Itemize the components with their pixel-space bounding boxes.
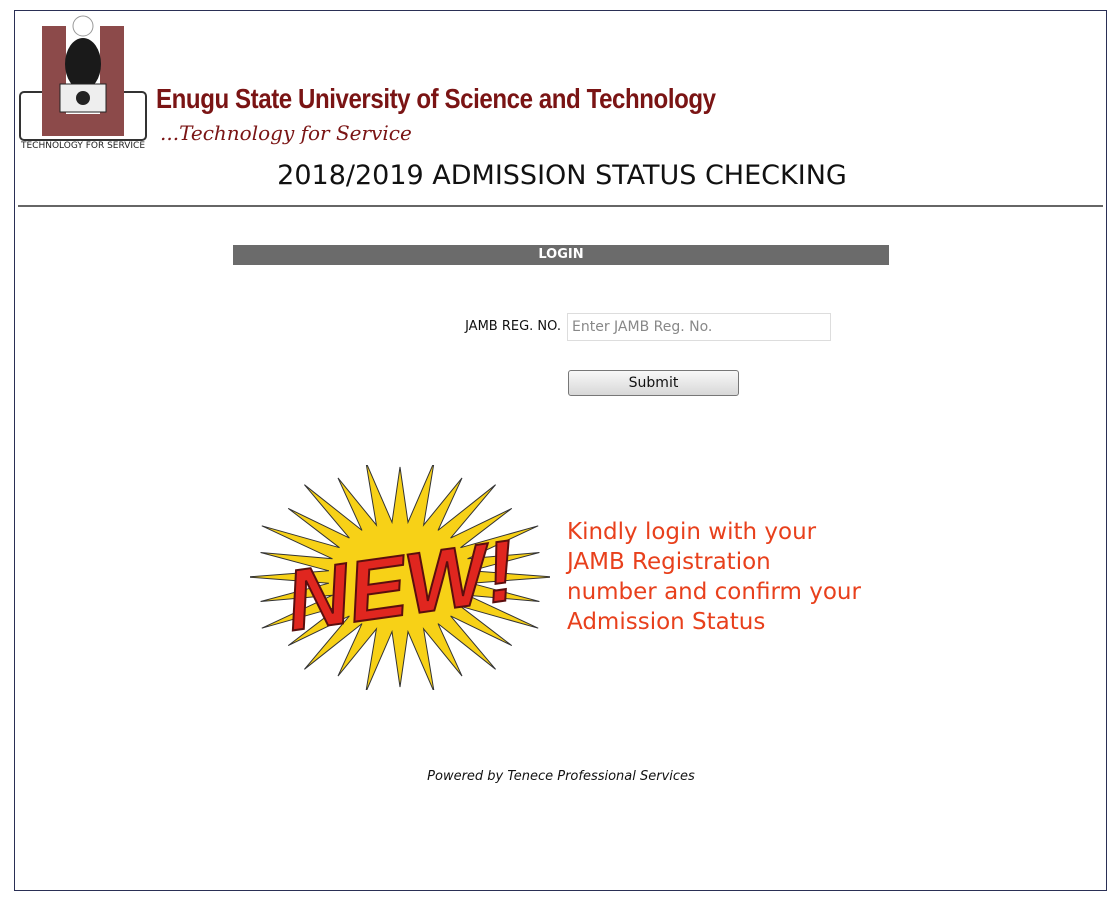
- page-title: 2018/2019 ADMISSION STATUS CHECKING: [277, 160, 847, 191]
- jamb-label: JAMB REG. NO.: [465, 319, 561, 334]
- university-name: Enugu State University of Science and Te…: [156, 83, 716, 114]
- jamb-reg-input[interactable]: [567, 313, 831, 341]
- divider: [18, 205, 1103, 207]
- new-badge-icon: NEW!: [250, 465, 550, 690]
- submit-button[interactable]: Submit: [568, 370, 739, 396]
- page-frame: [14, 10, 1107, 891]
- login-header: LOGIN: [233, 245, 889, 265]
- svg-text:TECHNOLOGY FOR SERVICE: TECHNOLOGY FOR SERVICE: [20, 141, 145, 151]
- footer-credit: Powered by Tenece Professional Services: [427, 769, 695, 784]
- promo-message: Kindly login with your JAMB Registration…: [567, 519, 861, 635]
- tagline: ...Technology for Service: [160, 121, 412, 145]
- university-logo: TECHNOLOGY FOR SERVICE: [19, 15, 147, 151]
